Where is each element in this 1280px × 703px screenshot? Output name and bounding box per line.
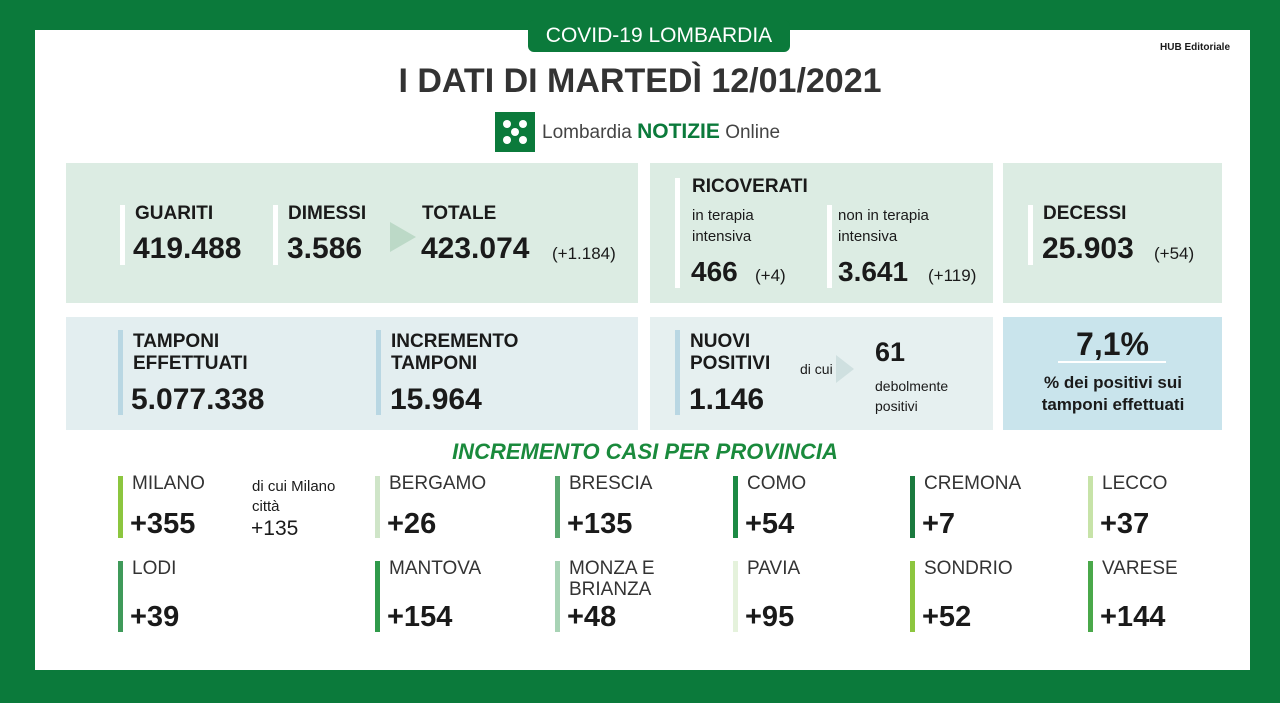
arrow [390,222,416,252]
label: TAMPONI EFFETTUATI [133,331,248,374]
divider [376,330,381,415]
province-bar [375,476,380,538]
logo-c: Online [725,122,781,143]
divider [827,205,832,288]
province-value: +154 [387,601,453,633]
box-tamponi [66,317,638,430]
divider [675,330,680,415]
province-name: PAVIA [747,558,801,579]
province-bar [733,476,738,538]
value: 466 [691,256,738,287]
province-name: CREMONA [924,473,1022,494]
label: RICOVERATI [692,176,808,197]
ratio-label: % dei positivi sui tamponi effettuati [1041,373,1185,414]
divider [120,205,125,265]
logo-icon [495,112,535,152]
province-value: +95 [745,601,795,633]
arrow [836,355,854,383]
divider [273,205,278,265]
province-value: +54 [745,508,795,540]
underline [1058,361,1166,363]
label: INCREMENTO TAMPONI [391,331,519,374]
province-value: +135 [567,508,633,540]
sub-value: 61 [875,337,906,367]
province-value: +144 [1100,601,1166,633]
province-value: +48 [567,601,617,633]
province-bar [555,561,560,632]
delta: (+119) [928,266,977,285]
box-rapporto [1003,317,1222,430]
province-value: +355 [130,508,196,540]
value: 25.903 [1042,232,1134,265]
province-value: +26 [387,508,437,540]
label: DIMESSI [288,203,367,224]
value: 1.146 [689,383,765,416]
province-name: SONDRIO [924,558,1013,579]
province-name: MANTOVA [389,558,482,579]
label: TOTALE [422,203,497,224]
province-name: VARESE [1102,558,1178,579]
province-value: +39 [130,601,180,633]
sub-label: non in terapia intensiva [838,207,929,245]
province-bar [733,561,738,632]
province-name: BRESCIA [569,473,653,494]
province-name: LECCO [1102,473,1168,494]
province-bar [1088,561,1093,632]
province-name: MILANO [132,473,205,494]
province-name: COMO [747,473,807,494]
sub-label: in terapia intensiva [692,207,754,245]
divider [675,178,680,288]
divider [1028,205,1033,265]
province-value: +7 [922,508,956,540]
value: 5.077.338 [131,383,265,416]
milano-note: di cui Milano città [252,478,336,515]
province-name: MONZA E BRIANZA [569,558,655,600]
label: NUOVI POSITIVI [690,331,771,374]
top-tab: COVID-19 LOMBARDIA [528,20,790,52]
delta: (+54) [1154,244,1195,263]
box-decessi [1003,163,1222,303]
logo-glyph [503,120,527,144]
value: 423.074 [421,232,530,265]
logo-a: Lombardia [542,122,632,143]
hub-label: HUB Editoriale [1160,42,1231,53]
box-ricoverati [650,163,993,303]
title: I DATI DI MARTEDÌ 12/01/2021 [398,62,882,100]
logo-text: Lombardia NOTIZIE Online [542,120,780,144]
province-bar [118,476,123,538]
divider [118,330,123,415]
province-bar [375,561,380,632]
label: DECESSI [1043,203,1127,224]
delta: (+1.184) [552,244,616,263]
section-title: INCREMENTO CASI PER PROVINCIA [452,439,838,464]
sub-label: debolmente positivi [875,378,949,414]
label: GUARITI [135,203,214,224]
province-name: LODI [132,558,177,579]
province-bar [555,476,560,538]
value: 419.488 [133,232,242,265]
delta: (+4) [755,266,786,285]
di-cui: di cui [800,361,833,377]
province-bar [118,561,123,632]
value: 3.641 [838,256,909,287]
ratio: 7,1% [1076,326,1149,362]
box-positivi [650,317,993,430]
value: 15.964 [390,383,482,416]
box-outcomes [66,163,638,303]
province-bar [1088,476,1093,538]
province-name: BERGAMO [389,473,487,494]
value: 3.586 [287,232,363,265]
province-bar [910,561,915,632]
province-value: +52 [922,601,972,633]
milano-city: +135 [251,517,299,540]
province-value: +37 [1100,508,1150,540]
logo-b: NOTIZIE [637,120,720,143]
province-bar [910,476,915,538]
